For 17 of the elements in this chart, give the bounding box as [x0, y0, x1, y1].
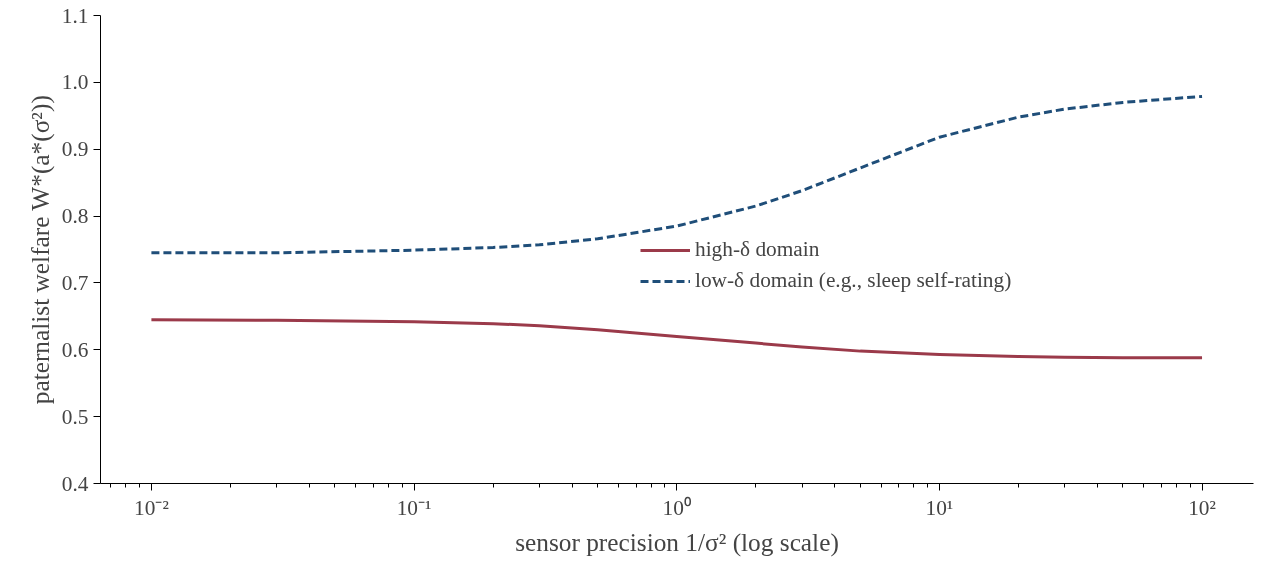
y-tick-label: 0.9: [61, 137, 89, 162]
legend-label: high-δ domain: [695, 237, 820, 262]
y-tick-label: 0.4: [61, 471, 89, 496]
x-tick-label: 10⁻¹: [396, 495, 432, 520]
y-tick-label: 1.1: [61, 3, 89, 28]
x-tick-label: 10²: [1188, 495, 1216, 520]
y-tick-label: 0.5: [61, 404, 89, 429]
x-tick-label: 10⁻²: [134, 495, 169, 520]
y-tick-label: 0.8: [61, 204, 89, 229]
y-tick-label: 0.7: [61, 270, 89, 295]
x-tick-label: 10¹: [925, 495, 954, 520]
x-tick-label: 10⁰: [662, 495, 692, 520]
y-tick-label: 0.6: [61, 337, 89, 362]
y-tick-label: 1.0: [61, 70, 89, 95]
y-axis-title: paternalist welfare W*(a*(σ²)): [25, 95, 55, 405]
legend-label: low-δ domain (e.g., sleep self-rating): [695, 268, 1012, 293]
x-axis-title: sensor precision 1/σ² (log scale): [515, 527, 839, 557]
